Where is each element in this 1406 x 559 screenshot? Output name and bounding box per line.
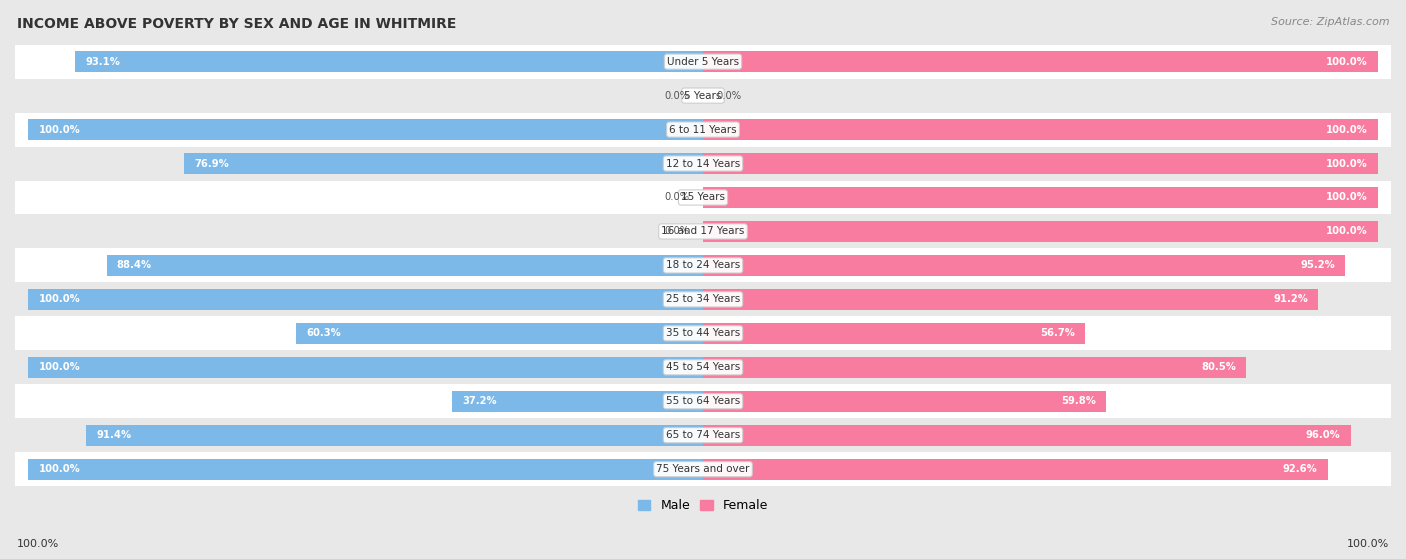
Text: 100.0%: 100.0% bbox=[1326, 56, 1368, 67]
Bar bbox=[297, 323, 703, 344]
FancyBboxPatch shape bbox=[15, 181, 1391, 215]
Bar bbox=[703, 153, 1378, 174]
Text: 65 to 74 Years: 65 to 74 Years bbox=[666, 430, 740, 440]
Text: INCOME ABOVE POVERTY BY SEX AND AGE IN WHITMIRE: INCOME ABOVE POVERTY BY SEX AND AGE IN W… bbox=[17, 17, 456, 31]
Text: 100.0%: 100.0% bbox=[1326, 226, 1368, 236]
Text: 35 to 44 Years: 35 to 44 Years bbox=[666, 328, 740, 338]
Text: 60.3%: 60.3% bbox=[307, 328, 342, 338]
Bar bbox=[28, 119, 703, 140]
FancyBboxPatch shape bbox=[15, 146, 1391, 181]
Text: 80.5%: 80.5% bbox=[1201, 362, 1236, 372]
FancyBboxPatch shape bbox=[15, 79, 1391, 112]
Text: 5 Years: 5 Years bbox=[685, 91, 721, 101]
Bar bbox=[453, 391, 703, 412]
Bar bbox=[703, 289, 1319, 310]
Text: 0.0%: 0.0% bbox=[665, 192, 689, 202]
Bar bbox=[75, 51, 703, 72]
Text: 25 to 34 Years: 25 to 34 Years bbox=[666, 295, 740, 304]
Text: 100.0%: 100.0% bbox=[17, 539, 59, 549]
Text: 95.2%: 95.2% bbox=[1301, 260, 1336, 271]
Text: 92.6%: 92.6% bbox=[1282, 464, 1317, 474]
Bar bbox=[28, 289, 703, 310]
Text: 12 to 14 Years: 12 to 14 Years bbox=[666, 159, 740, 168]
Text: 6 to 11 Years: 6 to 11 Years bbox=[669, 125, 737, 135]
Text: 18 to 24 Years: 18 to 24 Years bbox=[666, 260, 740, 271]
Bar bbox=[703, 425, 1351, 446]
Text: 0.0%: 0.0% bbox=[665, 91, 689, 101]
Text: 100.0%: 100.0% bbox=[1326, 192, 1368, 202]
Text: 96.0%: 96.0% bbox=[1306, 430, 1340, 440]
FancyBboxPatch shape bbox=[15, 316, 1391, 350]
Bar bbox=[87, 425, 703, 446]
Text: 100.0%: 100.0% bbox=[1326, 125, 1368, 135]
Text: Source: ZipAtlas.com: Source: ZipAtlas.com bbox=[1271, 17, 1389, 27]
Text: 0.0%: 0.0% bbox=[717, 91, 741, 101]
Text: Under 5 Years: Under 5 Years bbox=[666, 56, 740, 67]
Text: 100.0%: 100.0% bbox=[1347, 539, 1389, 549]
Text: 100.0%: 100.0% bbox=[38, 362, 80, 372]
Text: 15 Years: 15 Years bbox=[681, 192, 725, 202]
Text: 100.0%: 100.0% bbox=[38, 125, 80, 135]
FancyBboxPatch shape bbox=[15, 282, 1391, 316]
Text: 0.0%: 0.0% bbox=[665, 226, 689, 236]
Text: 100.0%: 100.0% bbox=[38, 295, 80, 304]
FancyBboxPatch shape bbox=[15, 248, 1391, 282]
Bar bbox=[703, 357, 1246, 378]
Text: 100.0%: 100.0% bbox=[38, 464, 80, 474]
FancyBboxPatch shape bbox=[15, 384, 1391, 418]
Text: 75 Years and over: 75 Years and over bbox=[657, 464, 749, 474]
Bar bbox=[703, 458, 1327, 480]
Text: 91.2%: 91.2% bbox=[1274, 295, 1308, 304]
Bar bbox=[703, 391, 1107, 412]
Text: 59.8%: 59.8% bbox=[1062, 396, 1097, 406]
FancyBboxPatch shape bbox=[15, 452, 1391, 486]
Bar bbox=[703, 323, 1085, 344]
Bar bbox=[107, 255, 703, 276]
Text: 100.0%: 100.0% bbox=[1326, 159, 1368, 168]
FancyBboxPatch shape bbox=[15, 418, 1391, 452]
FancyBboxPatch shape bbox=[15, 215, 1391, 248]
Bar bbox=[703, 187, 1378, 208]
Legend: Male, Female: Male, Female bbox=[633, 494, 773, 517]
Bar bbox=[703, 51, 1378, 72]
FancyBboxPatch shape bbox=[15, 45, 1391, 79]
FancyBboxPatch shape bbox=[15, 350, 1391, 384]
Bar bbox=[28, 357, 703, 378]
Text: 16 and 17 Years: 16 and 17 Years bbox=[661, 226, 745, 236]
Text: 93.1%: 93.1% bbox=[86, 56, 120, 67]
Text: 76.9%: 76.9% bbox=[194, 159, 229, 168]
FancyBboxPatch shape bbox=[15, 112, 1391, 146]
Bar bbox=[184, 153, 703, 174]
Text: 56.7%: 56.7% bbox=[1040, 328, 1076, 338]
Bar bbox=[28, 458, 703, 480]
Bar bbox=[703, 119, 1378, 140]
Text: 91.4%: 91.4% bbox=[97, 430, 132, 440]
Text: 37.2%: 37.2% bbox=[463, 396, 496, 406]
Text: 88.4%: 88.4% bbox=[117, 260, 152, 271]
Bar bbox=[703, 221, 1378, 242]
Text: 45 to 54 Years: 45 to 54 Years bbox=[666, 362, 740, 372]
Text: 55 to 64 Years: 55 to 64 Years bbox=[666, 396, 740, 406]
Bar bbox=[703, 255, 1346, 276]
